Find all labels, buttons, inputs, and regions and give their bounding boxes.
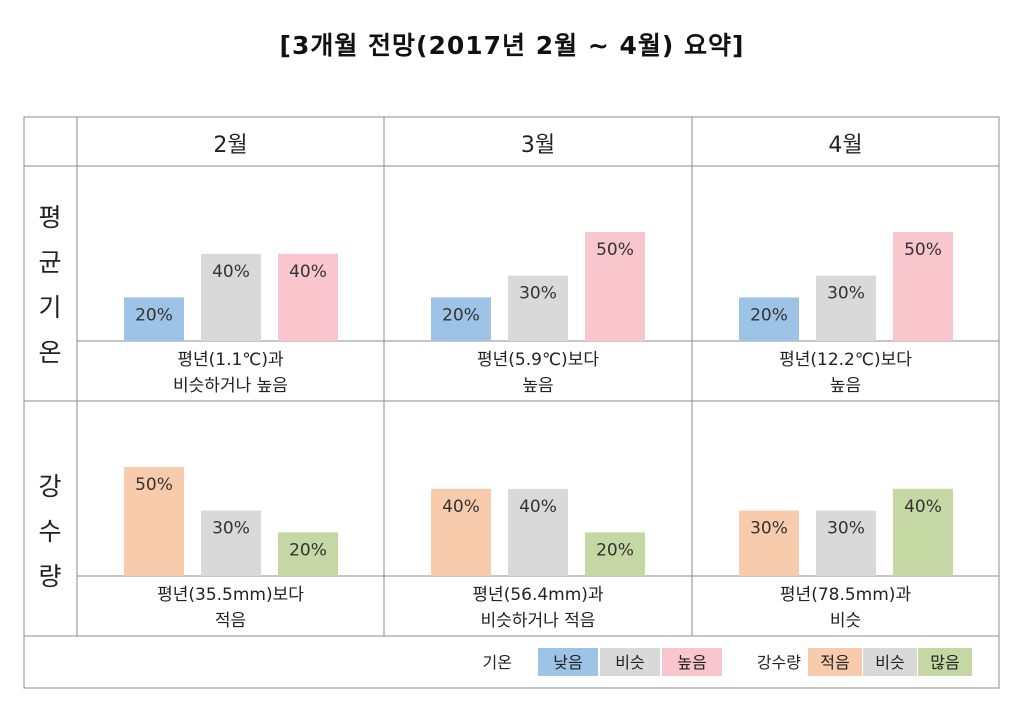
bar-value-label: 30% [827, 284, 865, 304]
bar-적음 [124, 467, 184, 576]
bar-value-label: 40% [904, 497, 942, 517]
bar-value-label: 20% [135, 305, 173, 325]
summary-text: 평년(56.4mm)과 [472, 585, 604, 605]
summary-text: 평년(12.2℃)보다 [779, 350, 912, 370]
bar-비슷 [816, 510, 876, 576]
legend-item-label: 많음 [930, 653, 959, 672]
summary-text: 높음 [522, 376, 553, 396]
row-label-char: 강 [38, 472, 61, 501]
bar-적음 [431, 488, 491, 576]
bar-높음 [893, 232, 953, 341]
bar-value-label: 40% [289, 262, 327, 282]
row-label-char: 온 [38, 338, 61, 367]
bar-value-label: 40% [519, 497, 557, 517]
summary-text: 평년(35.5mm)보다 [157, 585, 304, 605]
legend-swatch [863, 648, 917, 676]
bar-value-label: 40% [442, 497, 480, 517]
month-header: 3월 [521, 133, 555, 158]
row-label-char: 수 [38, 517, 61, 546]
summary-text: 비슷하거나 적음 [481, 611, 596, 631]
bar-낮음 [431, 297, 491, 341]
row-label-char: 균 [38, 248, 61, 277]
summary-text: 비슷하거나 높음 [173, 376, 288, 396]
legend-item-label: 비슷 [615, 653, 644, 672]
summary-text: 평년(78.5mm)과 [780, 585, 912, 605]
bar-비슷 [508, 275, 568, 341]
bar-value-label: 20% [596, 540, 634, 560]
bar-value-label: 50% [904, 240, 942, 260]
bar-value-label: 30% [750, 519, 788, 539]
summary-text: 높음 [830, 376, 861, 396]
summary-text: 평년(5.9℃)보다 [477, 350, 599, 370]
summary-text: 비슷 [830, 611, 861, 631]
bar-비슷 [201, 510, 261, 576]
table-border [23, 116, 1000, 689]
bar-value-label: 40% [212, 262, 250, 282]
legend-swatch [662, 648, 722, 676]
bar-비슷 [201, 253, 261, 341]
bar-비슷 [816, 275, 876, 341]
legend-swatch [808, 648, 862, 676]
bar-낮음 [124, 297, 184, 341]
legend-title-temperature: 기온 [483, 653, 512, 672]
bar-높음 [278, 253, 338, 341]
legend-swatch [918, 648, 972, 676]
legend-item-label: 높음 [677, 653, 706, 672]
row-label-char: 평 [38, 203, 61, 232]
bar-낮음 [739, 297, 799, 341]
row-label-char: 량 [38, 562, 61, 591]
bar-value-label: 20% [289, 540, 327, 560]
bar-value-label: 30% [519, 284, 557, 304]
legend-item-label: 비슷 [875, 653, 904, 672]
legend-item-label: 낮음 [553, 653, 582, 672]
chart-title: [3개월 전망(2017년 2월 ~ 4월) 요약] [279, 31, 745, 60]
month-header: 4월 [828, 133, 862, 158]
bar-value-label: 20% [442, 305, 480, 325]
bar-비슷 [508, 488, 568, 576]
bar-높음 [585, 232, 645, 341]
bar-많음 [893, 488, 953, 576]
bar-적음 [739, 510, 799, 576]
bar-많음 [278, 532, 338, 576]
bar-value-label: 30% [827, 519, 865, 539]
legend-swatch [600, 648, 660, 676]
month-header: 2월 [213, 133, 247, 158]
bar-value-label: 20% [750, 305, 788, 325]
legend-title-precipitation: 강수량 [757, 653, 801, 672]
legend-item-label: 적음 [820, 653, 849, 672]
row-label-char: 기 [38, 293, 61, 322]
bar-value-label: 50% [135, 475, 173, 495]
bar-value-label: 30% [212, 519, 250, 539]
bar-value-label: 50% [596, 240, 634, 260]
bar-많음 [585, 532, 645, 576]
legend-swatch [538, 648, 598, 676]
summary-text: 적음 [215, 611, 246, 631]
summary-text: 평년(1.1℃)과 [177, 350, 284, 370]
